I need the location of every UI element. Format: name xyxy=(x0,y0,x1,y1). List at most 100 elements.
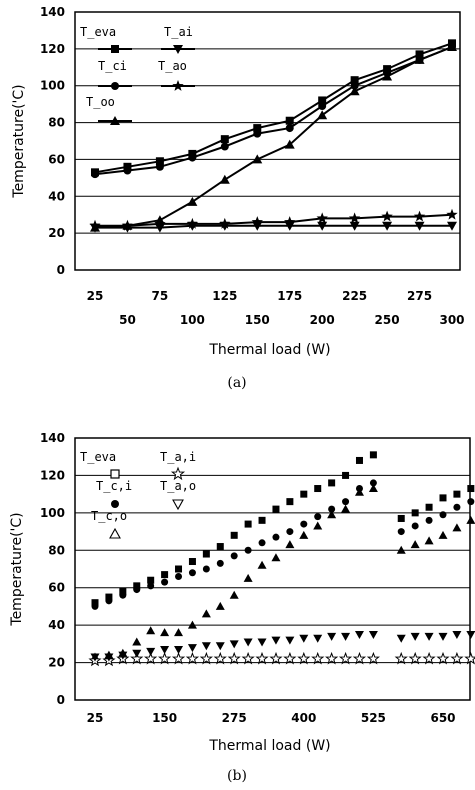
data-point-T_ao xyxy=(121,219,134,231)
legend-label-T_ai: T_ai xyxy=(164,25,193,39)
data-point-T_eva xyxy=(133,582,141,590)
data-point-T_eva xyxy=(300,490,308,498)
data-point-T_a,i xyxy=(464,651,475,665)
legend-marker-T_ci xyxy=(111,82,119,90)
legend-marker-T_eva xyxy=(111,45,119,53)
data-point-T_eva xyxy=(220,135,229,144)
data-point-T_c,o xyxy=(215,601,225,610)
data-point-T_a,o xyxy=(327,632,337,641)
data-point-T_oo xyxy=(252,154,263,164)
x-tick-label-b: 525 xyxy=(361,711,386,725)
data-point-T_c,i xyxy=(161,578,169,586)
legend-marker-T_ai xyxy=(173,45,183,54)
data-point-T_a,i xyxy=(394,651,408,665)
data-point-T_a,o xyxy=(201,642,211,651)
data-point-T_ci xyxy=(220,142,229,151)
legend-marker-T_eva xyxy=(110,469,120,479)
data-point-T_c,i xyxy=(105,597,113,605)
x-tick-label-b: 25 xyxy=(87,711,104,725)
legend-label-T_eva: T_eva xyxy=(80,450,116,464)
data-point-T_c,i xyxy=(397,528,405,536)
data-point-T_a,o xyxy=(466,631,475,639)
series-line-T_ao xyxy=(95,213,453,227)
gridlines-a xyxy=(75,48,460,234)
data-point-T_c,i xyxy=(244,546,252,554)
y-tick-label-b: 40 xyxy=(48,618,65,632)
x-tick-label-a: 125 xyxy=(212,289,237,303)
data-point-T_a,i xyxy=(325,651,339,665)
data-point-T_eva xyxy=(253,124,262,133)
data-point-T_eva xyxy=(105,593,113,601)
data-point-T_a,i xyxy=(185,651,200,665)
legend-label-T_a,o: T_a,o xyxy=(160,479,196,493)
data-point-T_c,i xyxy=(314,513,322,521)
data-point-T_ao xyxy=(186,217,199,229)
data-point-T_a,i xyxy=(297,651,311,665)
panel-a: 0 20 40 60 80 100 120 140 25 75 125 175 225 275 50 100… xyxy=(11,5,465,391)
data-point-T_a,o xyxy=(90,653,100,662)
x-tick-label-a: 300 xyxy=(439,313,464,327)
data-point-T_oo xyxy=(187,196,198,206)
x-tick-label-b: 400 xyxy=(291,711,316,725)
legend-label-T_c,i: T_c,i xyxy=(96,479,132,493)
data-point-T_ai xyxy=(414,221,425,231)
data-point-T_a,o xyxy=(104,653,114,662)
y-tick-label-b: 80 xyxy=(48,543,65,557)
data-point-T_a,i xyxy=(130,651,144,665)
data-point-T_ci xyxy=(155,162,164,171)
data-point-T_ao xyxy=(413,210,426,222)
data-point-T_a,o xyxy=(438,632,448,641)
data-point-T_c,o xyxy=(174,628,184,637)
legend-a: T_eva T_ci T_oo T_ai T_ao xyxy=(80,25,195,125)
data-point-T_c,o xyxy=(313,521,323,530)
data-point-T_a,o xyxy=(229,640,239,649)
data-point-T_a,i xyxy=(158,651,172,665)
data-point-T_eva xyxy=(314,485,322,493)
data-point-T_ao xyxy=(89,219,101,231)
data-point-T_a,o xyxy=(160,645,170,654)
data-point-T_eva xyxy=(202,550,210,558)
data-point-T_ci xyxy=(318,101,327,110)
data-point-T_eva xyxy=(119,587,127,595)
data-point-T_c,i xyxy=(411,522,419,530)
x-tick-label-b: 150 xyxy=(152,711,177,725)
series-line-T_ai xyxy=(95,224,452,229)
y-tick-label-a: 40 xyxy=(48,189,65,203)
data-point-T_c,o xyxy=(201,609,211,618)
y-tick-label-b: 60 xyxy=(48,581,65,595)
data-point-T_eva xyxy=(369,451,377,459)
x-tick-label-a: 50 xyxy=(119,313,136,327)
x-tick-label-a: 100 xyxy=(180,313,205,327)
data-point-T_a,o xyxy=(285,636,295,645)
data-point-T_a,o xyxy=(243,638,253,647)
data-point-T_c,o xyxy=(229,590,239,599)
data-point-T_c,i xyxy=(467,498,475,506)
data-point-T_a,o xyxy=(146,647,156,656)
data-point-T_a,o xyxy=(410,632,420,641)
data-point-T_ci xyxy=(91,170,99,179)
data-point-T_a,i xyxy=(311,651,325,665)
data-point-T_ci xyxy=(285,124,294,133)
data-point-T_a,o xyxy=(132,649,142,658)
data-point-T_a,i xyxy=(171,651,186,665)
data-point-T_c,i xyxy=(202,565,210,573)
data-point-T_c,i xyxy=(175,572,183,580)
data-point-T_ai xyxy=(447,221,457,231)
data-point-T_oo xyxy=(447,42,457,52)
data-point-T_eva xyxy=(342,471,350,479)
data-point-T_c,o xyxy=(452,523,462,532)
x-tick-label-a: 150 xyxy=(245,313,270,327)
data-point-T_c,o xyxy=(341,504,351,513)
y-tick-label-b: 0 xyxy=(57,693,65,707)
data-point-T_c,i xyxy=(286,528,294,536)
data-point-T_eva xyxy=(175,565,183,573)
data-point-T_a,i xyxy=(269,651,283,665)
data-point-T_c,o xyxy=(424,536,434,545)
data-point-T_c,o xyxy=(243,573,253,582)
y-tick-label-a: 120 xyxy=(40,42,65,56)
y-ticks-b: 0 20 40 60 80 100 120 140 xyxy=(40,431,65,707)
data-point-T_a,o xyxy=(396,634,406,643)
y-tick-label-a: 140 xyxy=(40,5,65,19)
caption-a: (a) xyxy=(227,375,246,391)
legend-label-T_ao: T_ao xyxy=(158,59,187,73)
